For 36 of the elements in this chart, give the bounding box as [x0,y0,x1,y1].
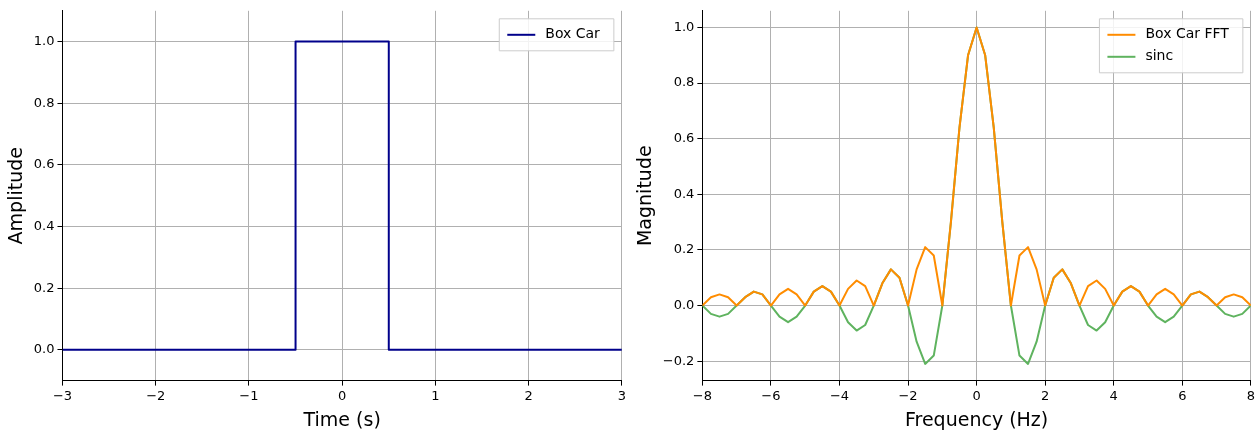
x-tick-label: 8 [1246,387,1256,403]
x-axis-title: Frequency (Hz) [904,407,1049,430]
y-tick-label: 0.6 [33,156,55,172]
y-tick-label: 1.0 [673,18,695,34]
x-tick-label: −2 [146,387,166,403]
y-tick-label: 0.8 [33,94,55,110]
x-tick-label: −1 [239,387,259,403]
x-tick-label: 3 [617,387,627,403]
y-tick-label: 0.2 [33,279,55,295]
x-tick-label: −6 [761,387,781,403]
x-tick-label: 6 [1178,387,1187,403]
y-tick-label: −0.2 [662,352,695,368]
x-tick-label: −4 [829,387,850,403]
y-axis-title: Magnitude [633,145,656,247]
x-tick-label: 4 [1109,387,1118,403]
y-tick-label: 0.4 [673,185,695,201]
x-tick-label: −2 [898,387,918,403]
y-tick-label: 0.0 [673,296,695,312]
legend-label: Box Car [545,25,601,42]
y-tick-label: 1.0 [33,32,55,48]
legend-label: sinc [1145,47,1174,64]
x-tick-label: 2 [1041,387,1050,403]
x-tick-label: 1 [431,387,440,403]
legend-label: Box Car FFT [1145,25,1230,42]
x-tick-label: 2 [524,387,533,403]
y-axis-title: Amplitude [4,147,27,245]
y-tick-label: 0.0 [33,341,55,357]
y-tick-label: 0.8 [673,74,695,90]
x-tick-label: −3 [52,387,73,403]
x-tick-label: −8 [692,387,712,403]
y-tick-label: 0.6 [673,130,695,146]
y-tick-label: 0.2 [673,241,695,257]
x-axis-title: Time (s) [302,407,381,430]
x-tick-label: 0 [338,387,347,403]
y-tick-label: 0.4 [33,217,55,233]
x-tick-label: 0 [972,387,981,403]
